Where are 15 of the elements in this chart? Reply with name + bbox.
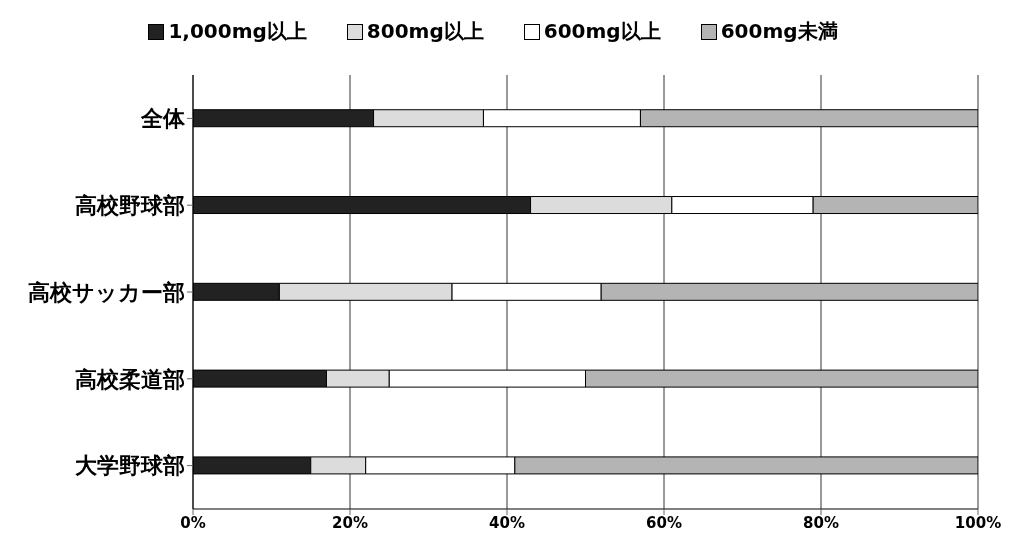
x-tick-label: 40% — [489, 513, 525, 532]
y-tick-label: 高校サッカー部 — [28, 279, 185, 305]
y-tick-label: 大学野球部 — [75, 453, 185, 479]
x-tick-label: 60% — [646, 513, 682, 532]
x-tick-label: 20% — [332, 513, 368, 532]
legend-label: 800mg以上 — [365, 18, 484, 45]
y-tick-label: 全体 — [140, 106, 186, 132]
legend-label: 1,000mg以上 — [167, 18, 307, 45]
legend-label: 600mg以上 — [542, 18, 661, 45]
y-tick-label: 高校野球部 — [75, 193, 185, 219]
x-tick-label: 100% — [954, 513, 1002, 532]
legend-label: 600mg未満 — [719, 18, 838, 45]
y-tick-label: 高校柔道部 — [75, 366, 185, 392]
x-tick-label: 80% — [803, 513, 839, 532]
x-tick-label: 0% — [180, 513, 206, 532]
